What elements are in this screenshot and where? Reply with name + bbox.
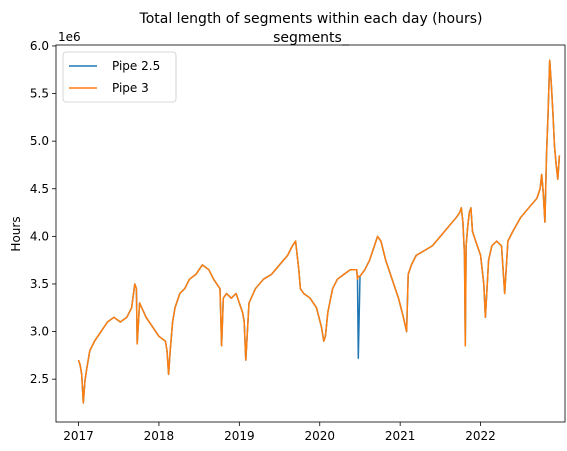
y-tick-label: 2.5 <box>30 372 49 386</box>
x-axis: 2017 2018 2019 2020 2021 2022 <box>63 422 496 443</box>
y-axis: 2.5 3.0 3.5 4.0 4.5 5.0 5.5 6.0 <box>30 39 56 386</box>
chart-title: Total length of segments within each day… <box>139 11 483 27</box>
y-tick-label: 3.0 <box>30 325 49 339</box>
x-tick-label: 2017 <box>63 429 94 443</box>
x-tick-label: 2020 <box>304 429 335 443</box>
series-line-pipe-3 <box>77 59 561 404</box>
y-tick-label: 4.0 <box>30 229 49 243</box>
plot-frame <box>55 44 566 423</box>
x-tick-label: 2021 <box>385 429 416 443</box>
x-tick-label: 2019 <box>224 429 255 443</box>
y-axis-label: Hours <box>9 216 23 251</box>
y-tick-label: 5.0 <box>30 134 49 148</box>
y-tick-label: 5.5 <box>30 87 49 101</box>
legend-label-pipe-3: Pipe 3 <box>112 81 149 95</box>
y-tick-label: 4.5 <box>30 182 49 196</box>
legend-label-pipe-2-5: Pipe 2.5 <box>112 59 160 73</box>
legend-box <box>62 51 177 103</box>
y-tick-label: 6.0 <box>30 39 49 53</box>
chart-subtitle: segments_ <box>273 30 350 46</box>
legend: Pipe 2.5 Pipe 3 <box>62 51 177 103</box>
y-offset-label: 1e6 <box>58 30 81 44</box>
x-tick-label: 2022 <box>465 429 496 443</box>
y-tick-label: 3.5 <box>30 277 49 291</box>
x-tick-label: 2018 <box>144 429 175 443</box>
series-line-pipe-2-5 <box>77 59 561 404</box>
plot-lines <box>77 59 561 404</box>
